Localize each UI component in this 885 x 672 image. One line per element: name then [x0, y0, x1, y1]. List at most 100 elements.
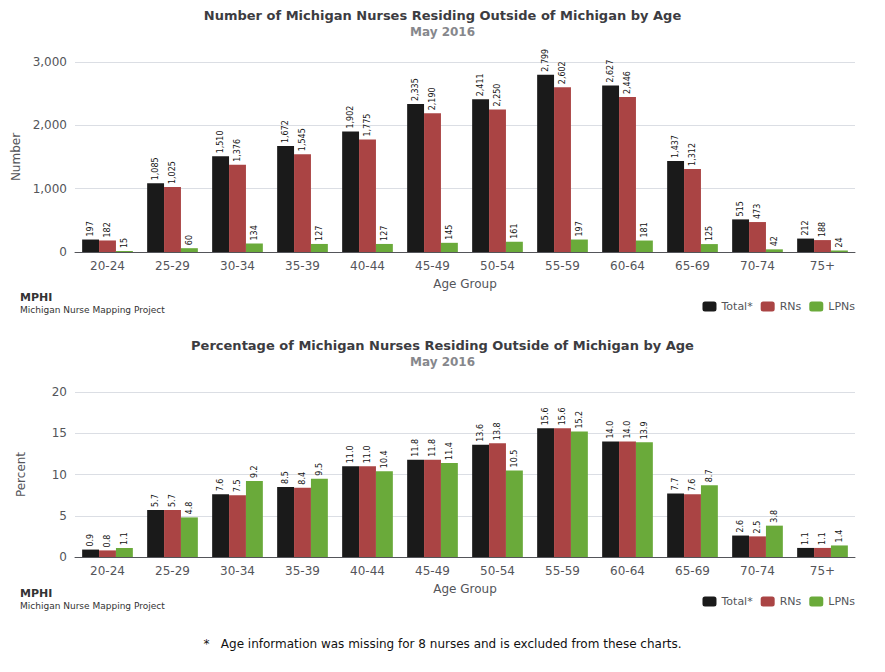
svg-text:35-39: 35-39: [285, 564, 320, 578]
svg-text:212: 212: [801, 220, 810, 235]
svg-text:14.0: 14.0: [606, 421, 615, 439]
svg-text:3,000: 3,000: [33, 55, 67, 69]
svg-text:4.8: 4.8: [185, 502, 194, 515]
svg-text:1,672: 1,672: [281, 120, 290, 143]
svg-text:10.5: 10.5: [510, 450, 519, 468]
svg-text:45-49: 45-49: [415, 564, 450, 578]
svg-text:Percentage of Michigan Nurses: Percentage of Michigan Nurses Residing O…: [191, 338, 694, 353]
svg-text:11.8: 11.8: [428, 439, 437, 457]
svg-text:40-44: 40-44: [350, 564, 385, 578]
svg-text:40-44: 40-44: [350, 259, 385, 273]
svg-text:MPHI: MPHI: [20, 587, 52, 600]
svg-text:182: 182: [103, 222, 112, 237]
svg-text:Michigan Nurse Mapping Project: Michigan Nurse Mapping Project: [20, 305, 165, 315]
svg-text:8.7: 8.7: [705, 469, 714, 482]
svg-text:MPHI: MPHI: [20, 291, 52, 304]
svg-text:50-54: 50-54: [480, 564, 515, 578]
svg-text:1,000: 1,000: [33, 182, 67, 196]
svg-text:1.1: 1.1: [120, 532, 129, 545]
svg-text:7.6: 7.6: [216, 479, 225, 492]
svg-text:2,335: 2,335: [411, 78, 420, 101]
svg-text:11.4: 11.4: [445, 442, 454, 460]
svg-text:2,627: 2,627: [606, 60, 615, 83]
svg-text:1,437: 1,437: [671, 135, 680, 158]
svg-text:13.6: 13.6: [476, 424, 485, 442]
svg-text:Number: Number: [9, 133, 23, 181]
svg-text:7.5: 7.5: [233, 479, 242, 492]
svg-text:25-29: 25-29: [155, 564, 190, 578]
svg-text:2,446: 2,446: [623, 71, 632, 94]
svg-text:145: 145: [445, 225, 454, 240]
svg-text:2,250: 2,250: [493, 84, 502, 107]
svg-text:1,312: 1,312: [688, 143, 697, 166]
svg-text:55-59: 55-59: [545, 259, 580, 273]
svg-text:8.4: 8.4: [298, 472, 307, 485]
svg-text:5: 5: [59, 509, 67, 523]
svg-text:LPNs: LPNs: [828, 595, 855, 608]
svg-text:70-74: 70-74: [740, 259, 775, 273]
svg-text:13.8: 13.8: [493, 422, 502, 440]
svg-text:May 2016: May 2016: [410, 355, 475, 369]
svg-text:LPNs: LPNs: [828, 300, 855, 313]
svg-text:15.6: 15.6: [558, 407, 567, 425]
svg-text:11.0: 11.0: [346, 445, 355, 463]
svg-text:181: 181: [640, 222, 649, 237]
svg-text:7.6: 7.6: [688, 479, 697, 492]
svg-text:0: 0: [59, 245, 67, 259]
svg-text:70-74: 70-74: [740, 564, 775, 578]
svg-text:Age Group: Age Group: [433, 582, 497, 596]
svg-text:20: 20: [52, 385, 67, 399]
svg-text:15.2: 15.2: [575, 411, 584, 429]
svg-text:0.8: 0.8: [103, 535, 112, 548]
svg-text:10: 10: [52, 468, 67, 482]
svg-text:Percent: Percent: [14, 452, 28, 497]
svg-text:1.1: 1.1: [801, 532, 810, 545]
svg-text:60-64: 60-64: [610, 564, 645, 578]
svg-text:45-49: 45-49: [415, 259, 450, 273]
svg-text:24: 24: [835, 237, 844, 247]
svg-text:1,085: 1,085: [151, 157, 160, 180]
svg-text:42: 42: [770, 236, 779, 246]
svg-text:Number of Michigan Nurses Resi: Number of Michigan Nurses Residing Outsi…: [204, 8, 682, 23]
svg-text:9.5: 9.5: [315, 463, 324, 476]
svg-text:8.5: 8.5: [281, 471, 290, 484]
svg-text:20-24: 20-24: [90, 259, 125, 273]
svg-text:3.8: 3.8: [770, 510, 779, 523]
svg-text:14.0: 14.0: [623, 421, 632, 439]
svg-text:2.5: 2.5: [753, 521, 762, 534]
svg-text:0: 0: [59, 550, 67, 564]
svg-text:RNs: RNs: [780, 595, 802, 608]
svg-text:65-69: 65-69: [675, 564, 710, 578]
svg-text:RNs: RNs: [780, 300, 802, 313]
svg-text:161: 161: [510, 224, 519, 239]
svg-text:Michigan Nurse Mapping Project: Michigan Nurse Mapping Project: [20, 601, 165, 611]
svg-text:125: 125: [705, 226, 714, 241]
svg-text:50-54: 50-54: [480, 259, 515, 273]
svg-text:2,411: 2,411: [476, 73, 485, 96]
svg-text:15: 15: [52, 426, 67, 440]
svg-text:Age Group: Age Group: [433, 277, 497, 291]
svg-text:15: 15: [120, 238, 129, 248]
svg-text:197: 197: [86, 221, 95, 236]
svg-text:9.2: 9.2: [250, 465, 259, 478]
svg-text:515: 515: [736, 201, 745, 216]
svg-text:75+: 75+: [810, 564, 835, 578]
svg-text:75+: 75+: [810, 259, 835, 273]
svg-text:* Age information was missin: * Age information was missing for 8 nurs…: [203, 637, 681, 651]
svg-text:65-69: 65-69: [675, 259, 710, 273]
svg-text:15.6: 15.6: [541, 407, 550, 425]
svg-text:5.7: 5.7: [151, 494, 160, 507]
svg-text:20-24: 20-24: [90, 564, 125, 578]
svg-text:30-34: 30-34: [220, 259, 255, 273]
svg-text:25-29: 25-29: [155, 259, 190, 273]
svg-text:1,025: 1,025: [168, 161, 177, 184]
svg-text:2,190: 2,190: [428, 87, 437, 110]
svg-text:2,602: 2,602: [558, 61, 567, 84]
svg-text:55-59: 55-59: [545, 564, 580, 578]
svg-text:0.9: 0.9: [86, 534, 95, 547]
svg-text:197: 197: [575, 221, 584, 236]
svg-text:May 2016: May 2016: [410, 25, 475, 39]
svg-text:1.4: 1.4: [835, 530, 844, 543]
svg-text:188: 188: [818, 222, 827, 237]
svg-text:13.9: 13.9: [640, 422, 649, 440]
